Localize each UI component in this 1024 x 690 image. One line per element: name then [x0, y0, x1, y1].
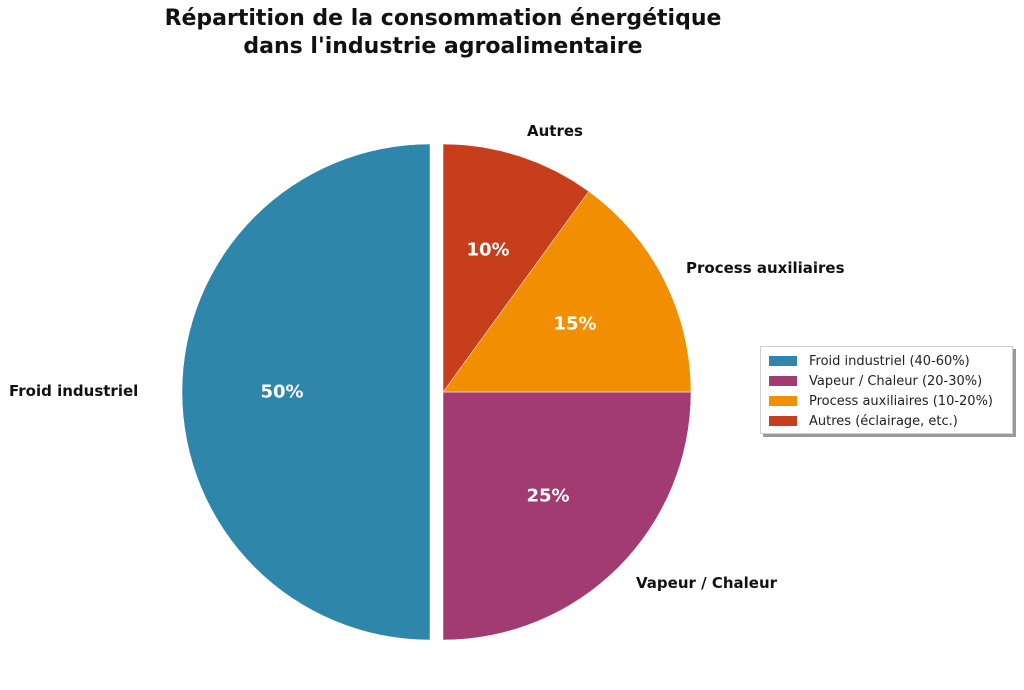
legend-swatch-process: [769, 396, 797, 406]
legend-label-process: Process auxiliaires (10-20%): [809, 393, 993, 409]
legend-item-process: Process auxiliaires (10-20%): [769, 391, 1004, 411]
pie-slice-process: [442, 191, 692, 393]
slice-pct-vapeur: 25%: [526, 485, 570, 507]
slice-pct-process: 15%: [553, 313, 597, 335]
legend-item-vapeur: Vapeur / Chaleur (20-30%): [769, 371, 1004, 391]
pie-slice-autres: [442, 143, 590, 393]
legend-swatch-autres: [769, 416, 797, 426]
slice-label-vapeur: Vapeur / Chaleur: [636, 574, 778, 592]
chart-title: Répartition de la consommation énergétiq…: [0, 5, 886, 61]
legend-item-froid: Froid industriel (40-60%): [769, 351, 1004, 371]
chart-title-line-2: dans l'industrie agroalimentaire: [243, 34, 643, 59]
slice-label-autres: Autres: [527, 122, 583, 140]
slice-pct-autres: 10%: [466, 239, 510, 261]
slice-pct-froid: 50%: [260, 381, 304, 403]
pie-slice-vapeur: [442, 391, 692, 641]
slice-label-froid: Froid industriel: [9, 382, 139, 400]
chart-legend: Froid industriel (40-60%) Vapeur / Chale…: [760, 346, 1013, 434]
legend-label-autres: Autres (éclairage, etc.): [809, 413, 958, 429]
legend-label-vapeur: Vapeur / Chaleur (20-30%): [809, 373, 983, 389]
pie-slice-froid: [181, 143, 431, 641]
legend-swatch-vapeur: [769, 376, 797, 386]
legend-item-autres: Autres (éclairage, etc.): [769, 411, 1004, 431]
legend-swatch-froid: [769, 356, 797, 366]
chart-title-line-1: Répartition de la consommation énergétiq…: [164, 6, 722, 31]
slice-label-process: Process auxiliaires: [686, 259, 845, 277]
legend-label-froid: Froid industriel (40-60%): [809, 353, 970, 369]
